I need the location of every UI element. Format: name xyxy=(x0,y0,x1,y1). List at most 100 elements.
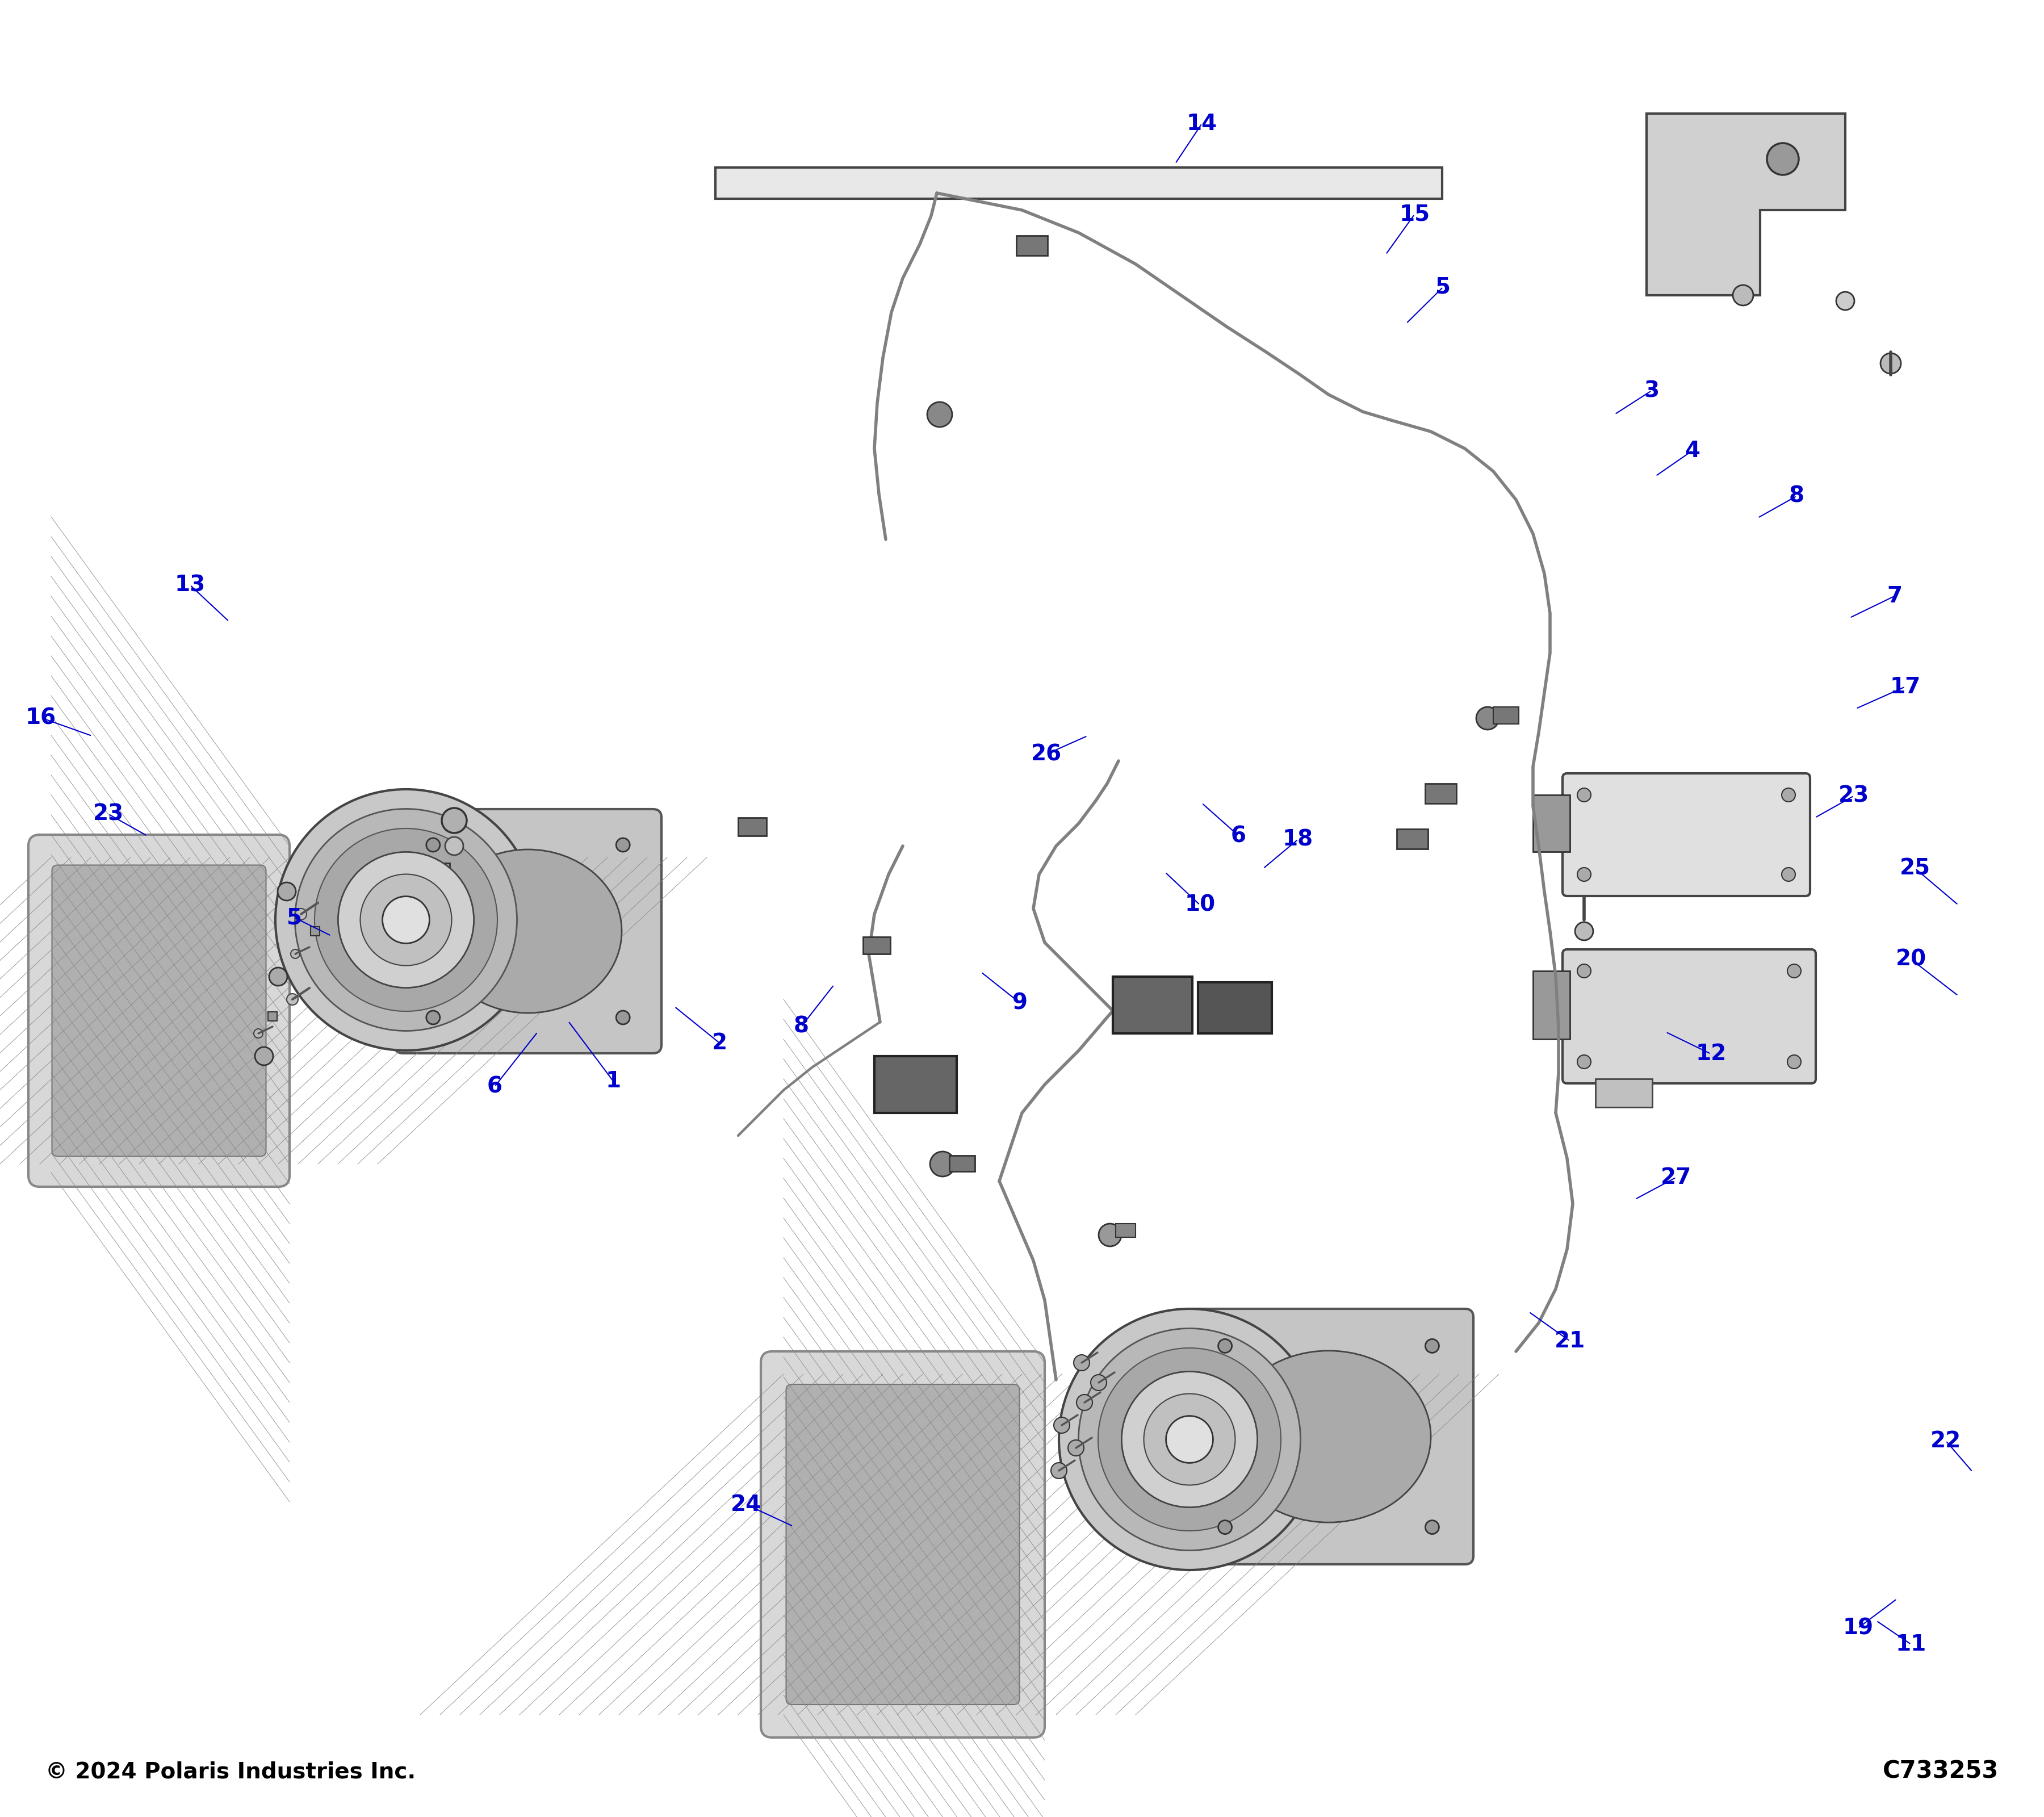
Circle shape xyxy=(1578,1056,1590,1068)
FancyBboxPatch shape xyxy=(1183,1308,1474,1564)
Bar xyxy=(1596,1079,1652,1107)
Circle shape xyxy=(1067,1439,1083,1455)
Circle shape xyxy=(1091,1375,1106,1390)
Text: 22: 22 xyxy=(1930,1430,1962,1452)
Circle shape xyxy=(1051,1463,1067,1479)
Text: 16: 16 xyxy=(25,707,57,729)
Bar xyxy=(1533,970,1570,1039)
Ellipse shape xyxy=(433,850,621,1014)
Circle shape xyxy=(1578,789,1590,801)
Circle shape xyxy=(1079,1328,1300,1550)
Circle shape xyxy=(615,1010,630,1025)
Bar xyxy=(1016,236,1047,256)
Bar xyxy=(948,1156,975,1172)
Text: 18: 18 xyxy=(1282,829,1314,850)
Circle shape xyxy=(270,967,288,985)
Circle shape xyxy=(286,994,298,1005)
Circle shape xyxy=(427,838,439,852)
Bar xyxy=(268,1012,278,1021)
Circle shape xyxy=(1476,707,1498,730)
Polygon shape xyxy=(715,167,1443,198)
Circle shape xyxy=(446,838,464,856)
Text: 1: 1 xyxy=(605,1070,621,1092)
FancyBboxPatch shape xyxy=(51,865,266,1156)
Text: 9: 9 xyxy=(1012,992,1028,1014)
Circle shape xyxy=(1055,1417,1069,1434)
Circle shape xyxy=(276,789,536,1050)
Circle shape xyxy=(290,948,300,959)
Circle shape xyxy=(253,1028,264,1038)
Circle shape xyxy=(1098,1348,1282,1530)
Circle shape xyxy=(1578,965,1590,978)
Text: 11: 11 xyxy=(1895,1633,1927,1655)
Circle shape xyxy=(1077,1395,1091,1410)
Circle shape xyxy=(1218,1339,1233,1352)
Circle shape xyxy=(1786,1056,1801,1068)
Text: 3: 3 xyxy=(1643,380,1660,402)
Circle shape xyxy=(315,829,497,1012)
Text: 8: 8 xyxy=(793,1016,809,1038)
Circle shape xyxy=(360,874,452,965)
Bar xyxy=(875,1056,957,1112)
Circle shape xyxy=(1880,352,1901,374)
Text: 27: 27 xyxy=(1660,1167,1692,1188)
Polygon shape xyxy=(1647,113,1846,294)
FancyBboxPatch shape xyxy=(29,834,290,1187)
FancyBboxPatch shape xyxy=(1562,948,1815,1083)
Circle shape xyxy=(337,852,474,988)
Circle shape xyxy=(427,1010,439,1025)
Text: 23: 23 xyxy=(92,803,125,825)
Circle shape xyxy=(294,809,517,1030)
Circle shape xyxy=(1165,1415,1212,1463)
Text: 21: 21 xyxy=(1553,1330,1586,1352)
Circle shape xyxy=(1766,144,1799,174)
Text: 17: 17 xyxy=(1889,676,1921,698)
Circle shape xyxy=(930,1152,955,1177)
Text: 5: 5 xyxy=(1435,276,1451,298)
Text: 19: 19 xyxy=(1842,1617,1874,1639)
Text: 5: 5 xyxy=(286,907,303,928)
Text: 10: 10 xyxy=(1183,894,1216,916)
Text: 6: 6 xyxy=(1230,825,1247,847)
Text: 12: 12 xyxy=(1694,1043,1727,1065)
Text: 24: 24 xyxy=(730,1494,762,1515)
FancyBboxPatch shape xyxy=(760,1352,1044,1737)
Circle shape xyxy=(1218,1521,1233,1534)
Text: 14: 14 xyxy=(1186,113,1218,134)
Text: 15: 15 xyxy=(1398,204,1431,225)
Circle shape xyxy=(1100,1223,1122,1246)
Text: C733253: C733253 xyxy=(1883,1759,1999,1784)
Circle shape xyxy=(1576,923,1592,941)
Circle shape xyxy=(1122,1372,1257,1508)
FancyBboxPatch shape xyxy=(787,1385,1020,1704)
Circle shape xyxy=(1733,285,1754,305)
Ellipse shape xyxy=(1226,1350,1431,1523)
Bar xyxy=(1116,1223,1136,1237)
Circle shape xyxy=(1425,1339,1439,1352)
Circle shape xyxy=(278,883,296,901)
Circle shape xyxy=(1073,1355,1089,1370)
Text: 6: 6 xyxy=(486,1076,503,1097)
Bar xyxy=(1112,978,1192,1034)
Bar xyxy=(1533,796,1570,852)
Circle shape xyxy=(442,809,466,832)
Text: 8: 8 xyxy=(1789,485,1805,507)
Circle shape xyxy=(1782,789,1795,801)
Circle shape xyxy=(294,909,307,919)
Bar xyxy=(1494,707,1519,723)
Circle shape xyxy=(256,1047,274,1065)
Text: © 2024 Polaris Industries Inc.: © 2024 Polaris Industries Inc. xyxy=(45,1761,415,1782)
Circle shape xyxy=(1145,1394,1235,1484)
Bar xyxy=(1198,983,1271,1034)
Text: 7: 7 xyxy=(1887,585,1903,607)
FancyBboxPatch shape xyxy=(394,809,662,1054)
Bar xyxy=(1425,783,1455,803)
Circle shape xyxy=(382,896,429,943)
Bar xyxy=(1396,829,1429,849)
Circle shape xyxy=(1059,1308,1320,1570)
Circle shape xyxy=(1836,293,1854,311)
FancyBboxPatch shape xyxy=(1562,774,1811,896)
Circle shape xyxy=(928,402,953,427)
Text: 20: 20 xyxy=(1895,948,1927,970)
Text: 25: 25 xyxy=(1899,858,1932,879)
